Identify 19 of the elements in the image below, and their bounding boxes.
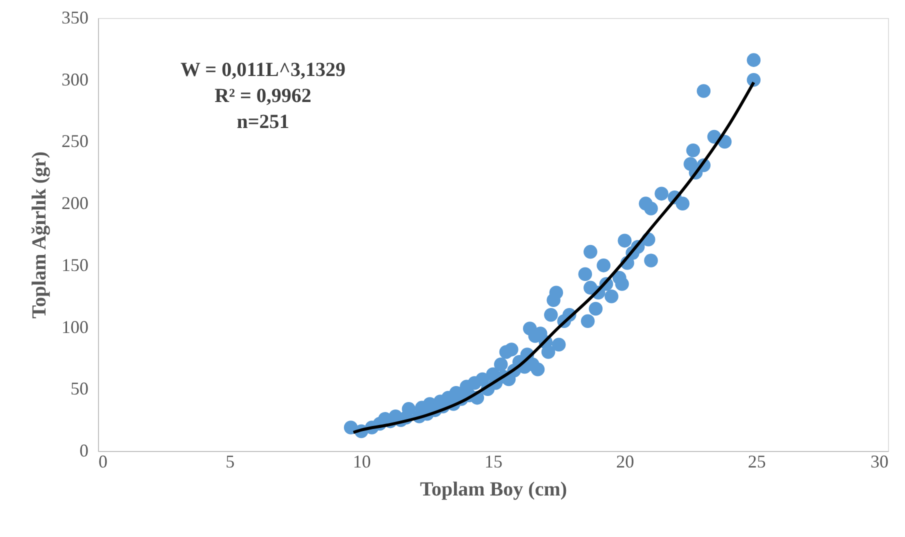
annotation: W = 0,011L^3,1329 [180,59,346,81]
y-tick-label: 100 [62,316,88,337]
annotation: n=251 [236,111,290,133]
x-tick-label: 10 [352,452,371,472]
x-tick-label: 30 [870,452,888,472]
y-tick-label: 350 [62,8,88,28]
x-tick-label: 0 [98,452,108,472]
x-tick-label: 25 [748,452,766,472]
y-tick-label: 50 [70,378,88,399]
y-axis-title: Toplam Ağırlık (gr) [28,151,50,319]
x-axis-title: Toplam Boy (cm) [420,478,568,500]
x-tick-label: 5 [226,452,235,472]
annotation: R² = 0,9962 [214,85,312,107]
y-tick-label: 150 [62,254,88,275]
x-tick-label: 15 [484,452,502,472]
y-tick-label: 250 [62,131,88,152]
y-tick-label: 300 [62,69,88,90]
y-tick-label: 200 [62,193,88,214]
x-tick-label: 20 [616,452,634,472]
